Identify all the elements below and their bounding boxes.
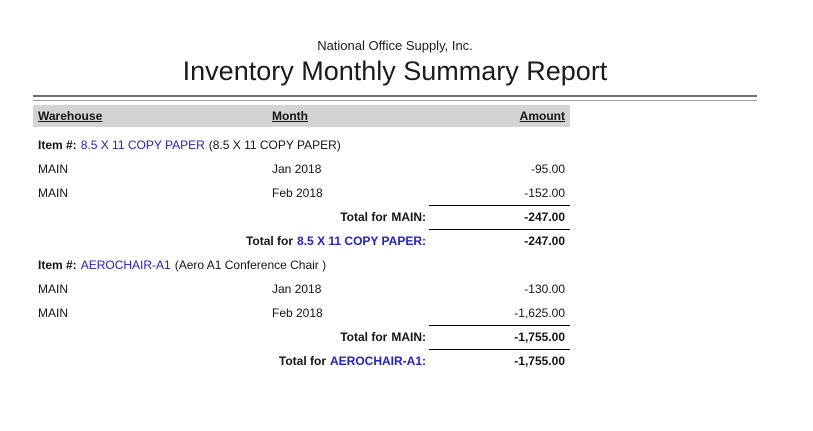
table-row: MAIN Jan 2018 -95.00 <box>33 157 570 181</box>
report-title: Inventory Monthly Summary Report <box>182 56 608 86</box>
column-header-amount-cell: Amount <box>429 109 570 123</box>
total-subject-link[interactable]: 8.5 X 11 COPY PAPER: <box>297 234 426 248</box>
table-row: MAIN Feb 2018 -1,625.00 <box>33 301 570 325</box>
total-label: Total for AEROCHAIR-A1: <box>33 349 429 373</box>
total-subject-link[interactable]: AEROCHAIR-A1: <box>330 354 426 368</box>
item-description: (Aero A1 Conference Chair ) <box>174 258 327 272</box>
total-amount-cell: -247.00 <box>429 229 570 253</box>
total-row: Total for MAIN: -1,755.00 <box>33 325 570 349</box>
month-cell: Feb 2018 <box>272 186 323 200</box>
item-number-label: Item #: <box>38 258 77 272</box>
column-header-amount: Amount <box>519 109 565 123</box>
item-number-link[interactable]: 8.5 X 11 COPY PAPER <box>80 138 205 152</box>
month-cell: Jan 2018 <box>272 282 322 296</box>
header-divider-thin <box>33 100 757 101</box>
warehouse-cell: MAIN <box>38 162 68 176</box>
total-label: Total for 8.5 X 11 COPY PAPER: <box>33 229 429 253</box>
item-header-row: Item #: 8.5 X 11 COPY PAPER (8.5 X 11 COPY… <box>33 133 570 157</box>
month-cell: Feb 2018 <box>272 306 323 320</box>
total-label-prefix: Total for <box>340 330 388 344</box>
total-amount-cell: -1,755.00 <box>429 325 570 349</box>
total-subject: MAIN: <box>391 210 426 224</box>
month-cell: Jan 2018 <box>272 162 322 176</box>
header-divider-thick <box>33 95 757 97</box>
amount-cell: -152.00 <box>524 186 565 200</box>
total-row: Total for AEROCHAIR-A1: -1,755.00 <box>33 349 570 373</box>
table-header-row: Warehouse Month Amount <box>33 105 570 127</box>
warehouse-cell: MAIN <box>38 186 68 200</box>
column-header-warehouse: Warehouse <box>38 109 103 123</box>
table-row: MAIN Feb 2018 -152.00 <box>33 181 570 205</box>
warehouse-cell: MAIN <box>38 306 68 320</box>
column-header-month: Month <box>272 109 308 123</box>
column-header-month-cell: Month <box>272 109 429 123</box>
total-row: Total for 8.5 X 11 COPY PAPER: -247.00 <box>33 229 570 253</box>
column-header-warehouse-cell: Warehouse <box>33 109 272 123</box>
amount-cell: -1,625.00 <box>514 306 565 320</box>
item-header-row: Item #: AEROCHAIR-A1 (Aero A1 Conference C… <box>33 253 570 277</box>
warehouse-cell: MAIN <box>38 282 68 296</box>
total-label: Total for MAIN: <box>33 325 429 349</box>
table-row: MAIN Jan 2018 -130.00 <box>33 277 570 301</box>
company-name: National Office Supply, Inc. <box>317 38 473 53</box>
total-label-prefix: Total for <box>340 210 388 224</box>
amount-cell: -130.00 <box>524 282 565 296</box>
total-label: Total for MAIN: <box>33 205 429 229</box>
item-number-label: Item #: <box>38 138 77 152</box>
total-row: Total for MAIN: -247.00 <box>33 205 570 229</box>
total-amount-cell: -1,755.00 <box>429 349 570 373</box>
total-subject: MAIN: <box>391 330 426 344</box>
table-body: Item #: 8.5 X 11 COPY PAPER (8.5 X 11 COPY… <box>33 133 570 373</box>
total-label-prefix: Total for <box>245 234 294 248</box>
total-label-prefix: Total for <box>278 354 326 368</box>
total-amount-cell: -247.00 <box>429 205 570 229</box>
item-number-link[interactable]: AEROCHAIR-A1 <box>80 258 171 272</box>
amount-cell: -95.00 <box>530 162 565 176</box>
item-description: (8.5 X 11 COPY PAPER) <box>208 138 341 152</box>
